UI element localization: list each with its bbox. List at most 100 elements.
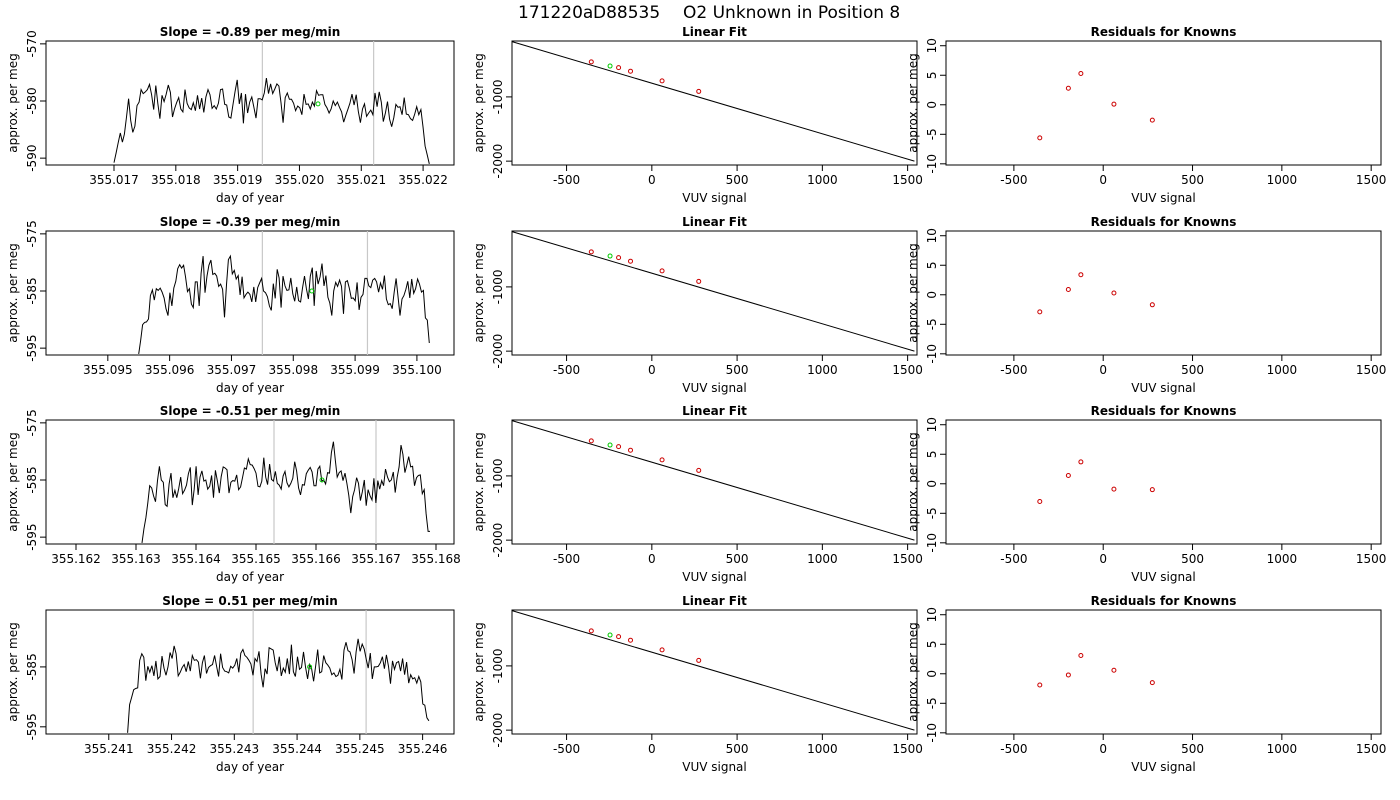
y-tick-label: -2000 [491, 334, 505, 369]
known-standard-point [588, 59, 594, 65]
plot-frame [511, 230, 918, 356]
panel-grid: Slope = -0.89 per meg/min 355.017 355.018 3… [6, 25, 1386, 774]
panel-residuals-2: Residuals for Knowns -500 0 500 1000 1500 10 5 0… [906, 215, 1386, 395]
y-axis-label: approx. per meg [6, 432, 20, 531]
unknown-point [607, 632, 613, 638]
x-tick-label: -500 [1000, 742, 1027, 756]
unknown-point [607, 442, 613, 448]
y-tick-label: -570 [25, 30, 39, 57]
known-standard-point [628, 447, 634, 453]
x-axis-label: day of year [216, 760, 284, 774]
x-tick-label: 355.020 [275, 173, 325, 187]
x-tick-label: 1000 [807, 173, 838, 187]
y-tick-label: -5 [925, 128, 939, 140]
known-standard-point [628, 637, 634, 643]
run-label: 171220a [518, 3, 593, 23]
fit-line [511, 420, 915, 541]
x-axis-label: VUV signal [1131, 760, 1196, 774]
x-tick-label: 355.017 [89, 173, 139, 187]
known-standard-point [616, 255, 622, 261]
known-standard-point [628, 68, 634, 74]
x-tick-label: 500 [726, 552, 749, 566]
y-axis-label: approx. per meg [6, 243, 20, 342]
panel-residuals-1: Residuals for Knowns -500 0 500 1000 1500 10 5 0… [906, 25, 1386, 205]
x-axis-label: VUV signal [682, 760, 747, 774]
residual-point [1078, 70, 1084, 76]
panel-title: Residuals for Knowns [1091, 404, 1237, 418]
fit-line [511, 231, 915, 352]
panel-timeseries-3: Slope = -0.51 per meg/min 355.162 355.163 3… [6, 404, 461, 584]
y-tick-label: -10 [925, 344, 939, 364]
y-tick-label: -2000 [491, 523, 505, 558]
known-standard-point [588, 628, 594, 634]
y-tick-label: 0 [925, 670, 939, 678]
panel-fit-2: Linear Fit -500 0 500 1000 1500 -1000 -2000 VUV … [472, 215, 923, 395]
y-tick-label: -585 [25, 466, 39, 493]
residual-point [1065, 672, 1071, 678]
x-axis-label: day of year [216, 191, 284, 205]
x-tick-label: 355.165 [231, 552, 281, 566]
y-axis-label: approx. per meg [6, 622, 20, 721]
y-tick-label: 5 [925, 640, 939, 648]
y-tick-label: 10 [925, 228, 939, 243]
known-standard-point [659, 78, 665, 84]
x-axis-label: VUV signal [682, 381, 747, 395]
known-standard-point [616, 65, 622, 71]
y-tick-label: -580 [25, 87, 39, 114]
x-tick-label: 500 [1181, 552, 1204, 566]
x-tick-label: 355.097 [207, 363, 257, 377]
plot-frame [45, 40, 455, 166]
x-tick-label: 0 [1099, 363, 1107, 377]
residual-point [1111, 290, 1117, 296]
residual-point [1037, 682, 1043, 688]
x-tick-label: -500 [553, 173, 580, 187]
known-standard-point [659, 647, 665, 653]
y-tick-label: 10 [925, 607, 939, 622]
y-tick-label: 10 [925, 38, 939, 53]
known-standard-point [616, 444, 622, 450]
panel-fit-3: Linear Fit -500 0 500 1000 1500 -1000 -2000 VUV … [472, 404, 923, 584]
sample-id: D88535 [593, 3, 660, 23]
residual-point [1037, 498, 1043, 504]
x-tick-label: 500 [1181, 742, 1204, 756]
y-axis-label: approx. per meg [906, 622, 920, 721]
x-tick-label: 355.021 [336, 173, 386, 187]
x-tick-label: 1500 [1356, 363, 1387, 377]
panel-fit-1: Linear Fit -500 0 500 1000 1500 -1000 -2000 VUV … [472, 25, 923, 205]
x-tick-label: 1000 [1267, 173, 1298, 187]
x-tick-label: 1000 [1267, 742, 1298, 756]
x-tick-label: 355.095 [83, 363, 133, 377]
x-tick-label: 355.099 [330, 363, 380, 377]
y-tick-label: -1000 [491, 458, 505, 493]
signal-trace [113, 78, 430, 165]
x-tick-label: 0 [648, 552, 656, 566]
plot-frame [45, 419, 455, 545]
x-tick-label: 500 [726, 742, 749, 756]
known-standard-point [628, 258, 634, 264]
known-standard-point [659, 457, 665, 463]
plot-frame [511, 40, 918, 166]
x-tick-label: 1500 [892, 742, 923, 756]
x-tick-label: 355.098 [268, 363, 318, 377]
x-tick-label: -500 [1000, 552, 1027, 566]
plot-frame [45, 609, 455, 735]
y-tick-label: -590 [25, 145, 39, 172]
x-axis-label: VUV signal [682, 191, 747, 205]
unknown-mean-marker [309, 288, 315, 294]
y-tick-label: -5 [925, 507, 939, 519]
plot-frame [45, 230, 455, 356]
unknown-mean-marker [319, 477, 325, 483]
x-tick-label: 500 [1181, 173, 1204, 187]
y-tick-label: -1000 [491, 79, 505, 114]
y-axis-label: approx. per meg [6, 53, 20, 152]
x-tick-label: 355.163 [111, 552, 161, 566]
x-tick-label: 355.242 [147, 742, 197, 756]
known-standard-point [696, 88, 702, 94]
x-tick-label: -500 [553, 742, 580, 756]
y-tick-label: 0 [925, 291, 939, 299]
known-standard-point [616, 634, 622, 640]
y-axis-label: approx. per meg [472, 243, 486, 342]
unknown-mean-marker [307, 664, 313, 670]
residual-point [1078, 459, 1084, 465]
